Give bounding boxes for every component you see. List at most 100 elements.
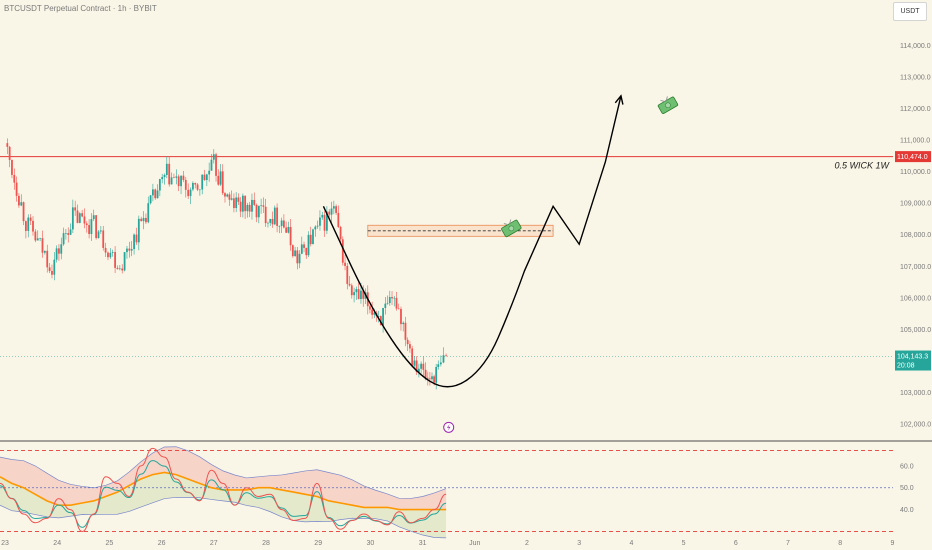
candle-body bbox=[74, 207, 77, 211]
candle-body bbox=[239, 201, 242, 212]
resistance-price-text: 110,474.0 bbox=[897, 154, 928, 161]
candle-body bbox=[400, 308, 402, 325]
candle-body bbox=[109, 252, 112, 258]
candle-body bbox=[255, 204, 258, 218]
candle-body bbox=[326, 211, 328, 231]
price-tick: 109,000.0 bbox=[900, 201, 931, 208]
candle-body bbox=[116, 267, 119, 270]
candle-body bbox=[128, 248, 131, 251]
price-tick: 111,000.0 bbox=[900, 138, 930, 145]
candle-body bbox=[46, 250, 49, 268]
candle-body bbox=[92, 215, 95, 220]
candle-body bbox=[348, 283, 351, 286]
candle-body bbox=[165, 163, 168, 175]
candle-body bbox=[163, 174, 166, 178]
candle-body bbox=[219, 171, 222, 185]
candle-body bbox=[415, 360, 418, 372]
candle-body bbox=[285, 227, 288, 233]
candle-body bbox=[235, 197, 238, 209]
price-tick: 105,000.0 bbox=[900, 327, 931, 334]
candle-body bbox=[335, 206, 337, 213]
candle-body bbox=[269, 218, 272, 223]
candle-body bbox=[298, 253, 301, 264]
candle-body bbox=[424, 369, 427, 378]
time-tick: 3 bbox=[577, 540, 581, 547]
time-tick: 26 bbox=[158, 540, 166, 547]
candle-body bbox=[382, 307, 384, 326]
candle-body bbox=[321, 214, 324, 218]
price-tick: 108,000.0 bbox=[900, 232, 931, 239]
candle-body bbox=[62, 233, 65, 245]
candle-body bbox=[78, 213, 81, 223]
candle-body bbox=[36, 238, 39, 241]
chart-title: BTCUSDT Perpetual Contract · 1h · BYBIT bbox=[4, 4, 157, 13]
candle-body bbox=[362, 290, 365, 299]
markers bbox=[443, 96, 679, 433]
candle-body bbox=[316, 225, 319, 227]
candle-body bbox=[314, 226, 317, 230]
candle-body bbox=[104, 247, 107, 253]
rsi-tick: 60.0 bbox=[900, 463, 914, 470]
candle-body bbox=[442, 355, 445, 363]
candle-body bbox=[114, 252, 116, 268]
candle-body bbox=[371, 309, 374, 315]
rsi-panel: 60.0 50.0 40.0 bbox=[0, 446, 914, 539]
candle-body bbox=[152, 189, 154, 196]
lightning-bolt bbox=[446, 423, 451, 431]
candle-body bbox=[435, 366, 438, 383]
candle-body bbox=[357, 289, 360, 300]
candle-body bbox=[395, 297, 398, 309]
candle-body bbox=[276, 207, 278, 226]
candle-body bbox=[140, 218, 143, 222]
currency-button[interactable]: USDT bbox=[893, 2, 927, 21]
candle-body bbox=[221, 171, 224, 194]
candle-body bbox=[99, 230, 102, 232]
candle-body bbox=[426, 377, 429, 379]
candle-body bbox=[212, 154, 215, 160]
candle-body bbox=[309, 234, 312, 245]
bill-wings bbox=[660, 96, 668, 102]
candle-body bbox=[373, 312, 376, 315]
candle-body bbox=[133, 234, 135, 250]
candle-body bbox=[388, 296, 391, 304]
candle-body bbox=[262, 205, 265, 207]
candle-body bbox=[305, 247, 308, 256]
candle-body bbox=[48, 267, 51, 272]
arrow-head bbox=[614, 94, 624, 105]
candle-body bbox=[319, 217, 321, 226]
time-tick: 29 bbox=[314, 540, 322, 547]
candle-body bbox=[194, 182, 197, 185]
candle-body bbox=[24, 221, 27, 231]
candle-body bbox=[156, 190, 159, 199]
candle-body bbox=[332, 206, 335, 209]
candle-body bbox=[102, 230, 105, 248]
candle-body bbox=[39, 238, 42, 239]
candle-body bbox=[246, 204, 249, 212]
candle-body bbox=[267, 222, 269, 224]
candle-body bbox=[251, 199, 253, 212]
candle-body bbox=[180, 175, 182, 187]
candle-body bbox=[18, 195, 20, 206]
candle-body bbox=[8, 146, 11, 160]
candle-body bbox=[208, 170, 211, 175]
price-tick: 106,000.0 bbox=[900, 295, 931, 302]
candle-body bbox=[230, 198, 233, 200]
price-tick: 113,000.0 bbox=[900, 74, 931, 81]
candle-body bbox=[173, 177, 175, 178]
time-axis: 23 24 25 26 27 28 29 30 31 Jun 2 3 4 5 6 7 8 9 bbox=[1, 540, 894, 547]
candle-body bbox=[433, 376, 435, 383]
candle-body bbox=[393, 297, 396, 299]
candle-body bbox=[145, 217, 147, 223]
candle-body bbox=[130, 249, 133, 251]
time-tick: 24 bbox=[53, 540, 61, 547]
candle-body bbox=[189, 189, 192, 197]
candle-body bbox=[175, 176, 178, 178]
candles bbox=[6, 138, 447, 390]
time-tick: 28 bbox=[262, 540, 270, 547]
candle-body bbox=[439, 362, 442, 365]
candle-body bbox=[379, 316, 382, 326]
time-tick: 9 bbox=[890, 540, 894, 547]
candle-body bbox=[198, 189, 201, 191]
candle-body bbox=[123, 252, 126, 271]
